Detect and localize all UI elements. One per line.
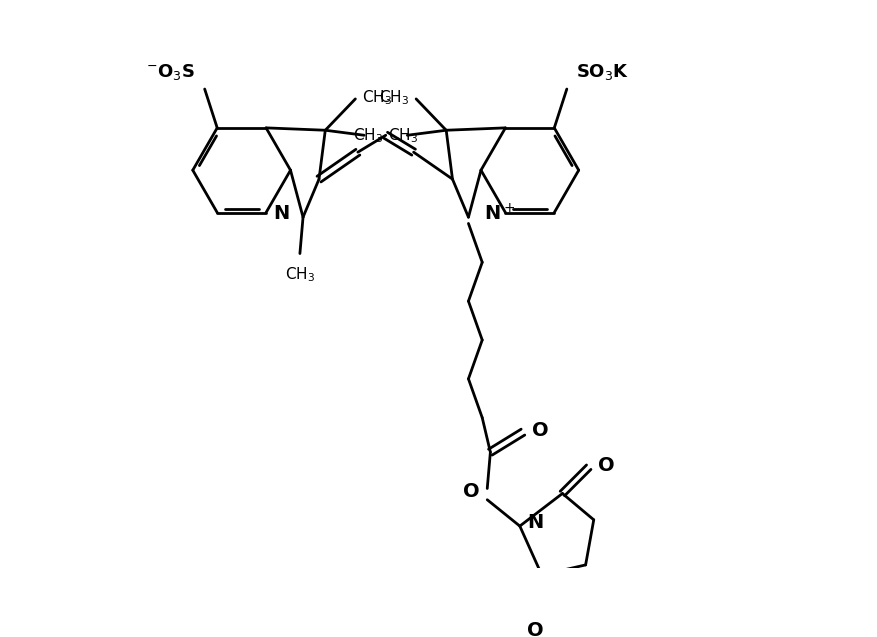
Text: N: N xyxy=(527,513,543,533)
Text: CH$_3$: CH$_3$ xyxy=(353,126,383,145)
Text: $^{-}$O$_3$S: $^{-}$O$_3$S xyxy=(146,62,195,82)
Text: O: O xyxy=(526,620,543,637)
Text: CH$_3$: CH$_3$ xyxy=(361,89,392,107)
Text: CH$_3$: CH$_3$ xyxy=(284,265,315,283)
Text: O: O xyxy=(462,482,479,501)
Text: N: N xyxy=(273,204,289,223)
Text: SO$_3$K: SO$_3$K xyxy=(575,62,629,82)
Text: CH$_3$: CH$_3$ xyxy=(379,89,409,107)
Text: O: O xyxy=(531,421,548,440)
Text: CH$_3$: CH$_3$ xyxy=(388,126,417,145)
Text: N$^+$: N$^+$ xyxy=(483,203,515,224)
Text: O: O xyxy=(597,457,613,475)
